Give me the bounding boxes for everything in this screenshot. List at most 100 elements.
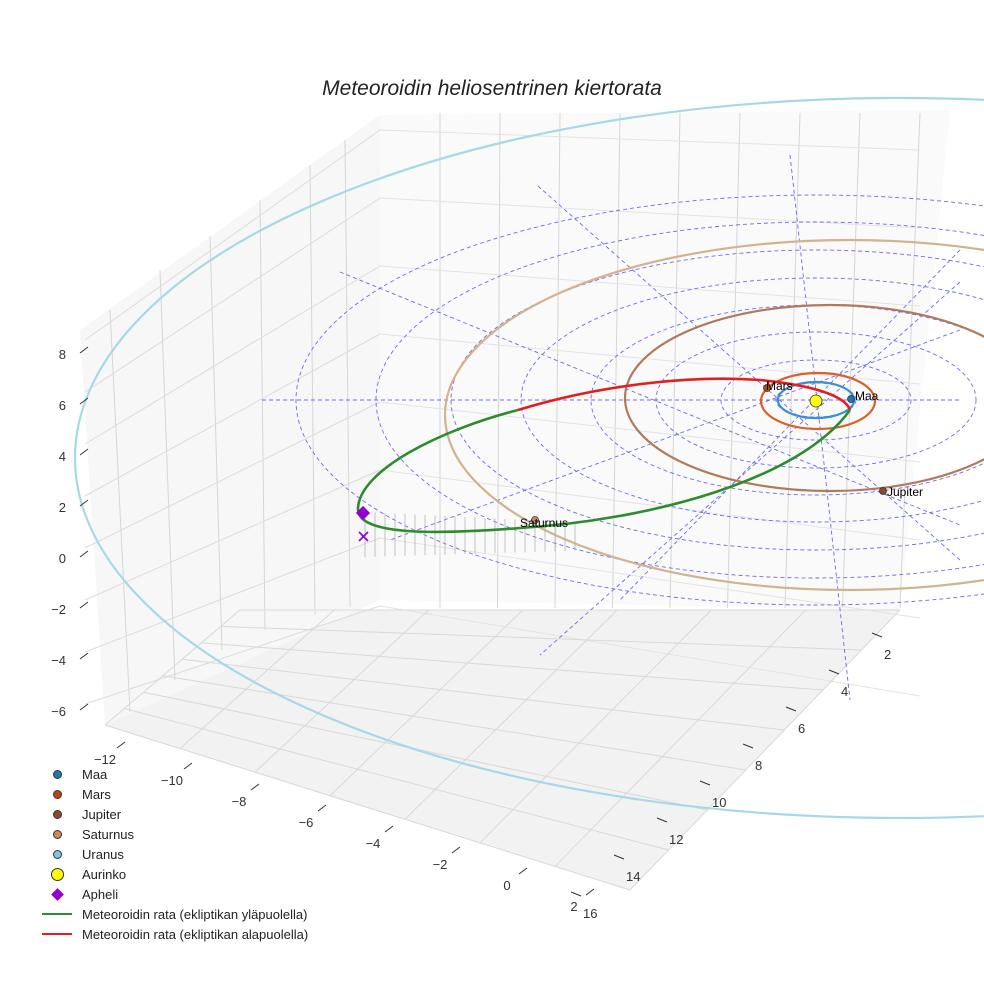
legend-marker — [42, 933, 72, 935]
left-grid-line — [109, 309, 131, 713]
legend-swatch — [40, 904, 74, 924]
z-grid-line — [84, 401, 381, 549]
polar-spoke — [789, 154, 851, 701]
floor-grid-line — [104, 609, 241, 726]
y-tick-label: 8 — [755, 758, 762, 773]
aphelion-projection — [358, 531, 369, 542]
y-tick — [785, 706, 797, 712]
z-tick — [79, 397, 89, 405]
planet-orbits — [74, 97, 984, 819]
axis-ticks: 8 6 4 2 0 −2 −4 −6 −12 −10 −8 −6 −4 −2 0 2 2 4 6 8 10 12 14 16 — [51, 346, 891, 921]
legend-label: Maa — [82, 766, 108, 782]
legend-item: Jupiter — [40, 804, 308, 824]
y-tick-label: 2 — [884, 647, 891, 662]
legend-item: Apheli — [40, 884, 308, 904]
legend-label: Meteoroidin rata (ekliptikan alapuolella… — [82, 926, 309, 942]
floor-grid-line — [254, 609, 429, 773]
x-tick-label: −6 — [299, 815, 314, 830]
z-tick — [79, 601, 89, 609]
y-tick-label: 16 — [583, 906, 597, 921]
polar-spoke — [539, 281, 961, 656]
z-grid-line-back — [379, 469, 921, 541]
legend-marker — [50, 867, 64, 881]
left-grid-line — [159, 269, 176, 681]
z-tick — [79, 448, 89, 456]
z-grid-line — [84, 129, 381, 341]
y-tick-label: 10 — [712, 795, 726, 810]
legend-marker — [42, 913, 72, 915]
z-tick — [79, 499, 89, 507]
z-grid-line — [84, 469, 381, 601]
back-grid-line — [669, 112, 681, 609]
legend-label: Apheli — [82, 886, 119, 902]
z-tick-label: −2 — [51, 602, 66, 617]
back-grid-line — [784, 112, 801, 609]
y-tick — [871, 632, 883, 638]
z-grid-line — [84, 197, 381, 393]
orbit-uranus — [74, 97, 984, 819]
z-grid-line-back — [379, 605, 921, 697]
x-tick — [585, 888, 595, 896]
legend-item: Meteoroidin rata (ekliptikan alapuolella… — [40, 924, 308, 944]
marker-mars — [763, 384, 771, 392]
legend-label: Jupiter — [82, 806, 122, 822]
marker-maa — [847, 395, 855, 403]
legend-marker — [52, 809, 62, 819]
polar-ring — [295, 194, 984, 606]
polar-ring — [375, 221, 984, 579]
legend-label: Mars — [82, 786, 111, 802]
floor-grid-line — [143, 691, 708, 811]
floor-grid-line — [329, 609, 524, 797]
y-tick-label: 4 — [841, 684, 848, 699]
floor-grid-line — [554, 609, 807, 867]
x-tick — [384, 825, 394, 833]
floor-grid-line — [162, 675, 746, 771]
y-tick — [656, 817, 668, 823]
x-tick — [116, 741, 126, 749]
legend-marker — [52, 849, 62, 859]
label-mars: Mars — [766, 379, 793, 393]
legend-marker — [52, 769, 62, 779]
z-tick — [79, 652, 89, 660]
meteoroid-path-above — [356, 408, 852, 534]
legend-marker — [52, 829, 62, 839]
orbit-saturnus — [444, 238, 984, 592]
floor-grid-line — [220, 625, 862, 651]
legend-label: Saturnus — [82, 826, 135, 842]
z-grid-line-back — [379, 401, 921, 463]
y-tick-label: 12 — [669, 832, 683, 847]
z-grid-line — [84, 605, 381, 705]
x-tick — [451, 846, 461, 854]
marker-saturnus — [531, 516, 539, 524]
legend-swatch — [40, 804, 74, 824]
floor-grid-line — [404, 609, 618, 820]
z-tick-label: −4 — [51, 653, 66, 668]
marker-aphelion — [355, 505, 371, 521]
floor-grid-line — [479, 609, 712, 844]
z-tick-label: 8 — [59, 347, 66, 362]
legend-marker — [50, 887, 64, 901]
z-grid-line — [84, 333, 381, 497]
floor-grid-line — [124, 708, 669, 851]
meteoroid-orbit — [356, 377, 852, 534]
legend: Maa Mars Jupiter Saturnus Uranus Aurinko Aphel… — [40, 764, 308, 944]
x-tick-label: −8 — [232, 794, 247, 809]
marker-sun — [809, 394, 823, 408]
left-grid-line — [209, 235, 223, 651]
planet-markers: Maa Mars Jupiter Saturnus — [355, 379, 923, 542]
legend-item: Meteoroidin rata (ekliptikan yläpuolella… — [40, 904, 308, 924]
floor-grid-line — [179, 609, 335, 749]
polar-ring — [450, 249, 984, 551]
y-tick — [828, 669, 840, 675]
z-grid-line — [84, 265, 381, 445]
legend-swatch — [40, 844, 74, 864]
z-tick-label: 0 — [59, 551, 66, 566]
y-tick-label: 6 — [798, 721, 805, 736]
orbit-mars — [759, 371, 877, 431]
legend-label: Meteoroidin rata (ekliptikan yläpuolella… — [82, 906, 308, 922]
floor-grid-line — [182, 658, 785, 731]
y-tick — [570, 891, 582, 897]
polar-spoke — [619, 249, 961, 601]
floor-grid-line — [104, 724, 631, 891]
